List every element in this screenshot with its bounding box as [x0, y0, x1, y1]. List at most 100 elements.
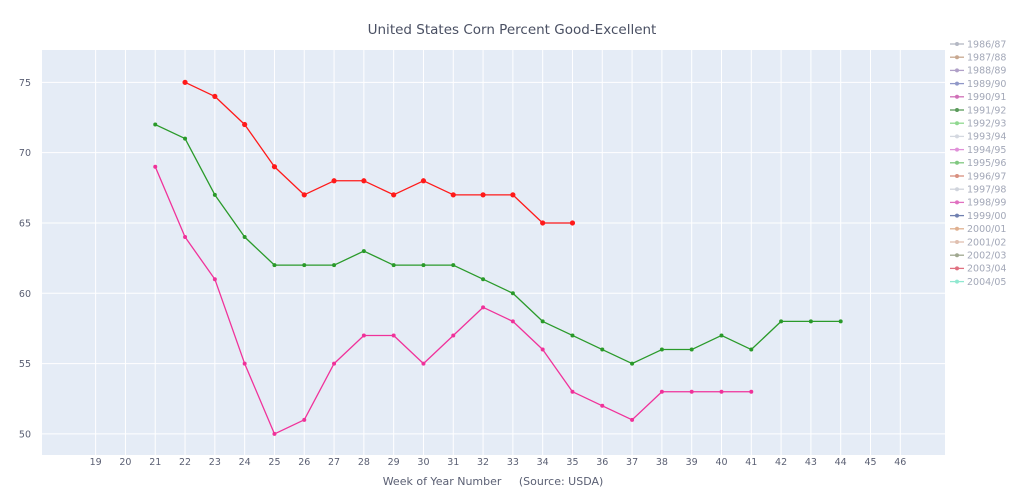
x-tick-label: 41	[745, 457, 757, 468]
x-axis-title: Week of Year Number (Source: USDA)	[383, 475, 604, 488]
data-point	[242, 361, 247, 366]
data-point	[451, 333, 456, 338]
y-tick-label: 75	[19, 78, 31, 89]
grid-lines	[42, 50, 945, 455]
legend-marker-swatch	[955, 94, 959, 99]
data-point	[540, 347, 545, 352]
data-point	[272, 263, 277, 268]
x-tick-label: 46	[894, 457, 906, 468]
y-tick-label: 60	[19, 289, 31, 300]
legend-item[interactable]: 1996/97	[950, 171, 1006, 182]
x-tick-label: 42	[775, 457, 787, 468]
data-point	[570, 389, 575, 394]
legend-item[interactable]: 1994/95	[950, 145, 1006, 156]
x-tick-label: 29	[388, 457, 400, 468]
y-axis-ticks: 50 55 60 65 70 75	[19, 78, 31, 441]
data-point	[779, 319, 784, 324]
legend-item[interactable]: 1987/88	[950, 53, 1006, 64]
data-point	[391, 263, 396, 268]
data-point	[421, 263, 426, 268]
legend-marker-swatch	[955, 213, 959, 218]
legend-item[interactable]: 2002/03	[950, 251, 1006, 262]
data-point	[630, 417, 635, 422]
y-tick-label: 55	[19, 359, 31, 370]
y-tick-label: 65	[19, 218, 31, 229]
data-point	[361, 249, 366, 254]
data-point	[570, 333, 575, 338]
legend-item[interactable]: 1989/90	[950, 79, 1006, 90]
data-point	[719, 333, 724, 338]
legend-label: 2003/04	[967, 264, 1006, 275]
legend-marker-swatch	[955, 200, 959, 205]
data-point	[272, 431, 277, 436]
x-tick-label: 39	[686, 457, 698, 468]
x-tick-label: 22	[179, 457, 191, 468]
legend-marker-swatch	[955, 266, 959, 271]
data-point	[481, 305, 486, 310]
series-line	[154, 123, 841, 365]
legend-item[interactable]: 2003/04	[950, 264, 1006, 275]
legend-label: 1996/97	[967, 171, 1006, 182]
data-point	[302, 417, 307, 422]
data-point	[659, 347, 664, 352]
legend-item[interactable]: 1999/00	[950, 211, 1006, 222]
data-point	[600, 347, 605, 352]
legend-item[interactable]: 2004/05	[950, 277, 1006, 288]
legend-marker-swatch	[955, 68, 959, 73]
y-tick-label: 50	[19, 429, 31, 440]
legend-item[interactable]: 1998/99	[950, 198, 1006, 209]
x-tick-label: 20	[119, 457, 131, 468]
legend-item[interactable]: 1995/96	[950, 158, 1006, 169]
legend[interactable]: 1986/87 1987/88 1988/89 1989/90 1990/91 1991/…	[950, 39, 1006, 288]
legend-item[interactable]: 1986/87	[950, 39, 1006, 50]
data-point	[689, 389, 694, 394]
x-tick-label: 45	[864, 457, 876, 468]
data-point	[182, 79, 188, 85]
legend-label: 1991/92	[967, 105, 1006, 116]
data-point	[450, 192, 456, 198]
data-point	[749, 389, 754, 394]
legend-marker-swatch	[955, 160, 959, 165]
series-line	[184, 81, 573, 224]
series-2	[153, 122, 843, 366]
data-point	[451, 263, 456, 268]
legend-item[interactable]: 2000/01	[950, 224, 1006, 235]
legend-label: 1989/90	[967, 79, 1006, 90]
legend-item[interactable]: 1993/94	[950, 132, 1006, 143]
legend-label: 1997/98	[967, 185, 1006, 196]
x-tick-label: 37	[626, 457, 638, 468]
data-point	[510, 319, 515, 324]
data-point	[600, 403, 605, 408]
x-tick-label: 44	[835, 457, 847, 468]
data-point	[689, 347, 694, 352]
x-tick-label: 27	[328, 457, 340, 468]
x-tick-label: 21	[149, 457, 161, 468]
x-tick-label: 19	[90, 457, 102, 468]
legend-label: 2001/02	[967, 237, 1006, 248]
x-tick-label: 36	[596, 457, 608, 468]
data-point	[212, 277, 217, 282]
legend-label: 1987/88	[967, 53, 1006, 64]
x-tick-label: 32	[477, 457, 489, 468]
legend-item[interactable]: 2001/02	[950, 237, 1006, 248]
legend-item[interactable]: 1992/93	[950, 119, 1006, 130]
data-point	[332, 263, 337, 268]
data-point	[421, 361, 426, 366]
legend-item[interactable]: 1991/92	[950, 105, 1006, 116]
legend-label: 1998/99	[967, 198, 1006, 209]
legend-item[interactable]: 1988/89	[950, 66, 1006, 77]
data-point	[332, 361, 337, 366]
legend-label: 2002/03	[967, 251, 1006, 262]
legend-label: 1992/93	[967, 119, 1006, 130]
data-point	[331, 178, 337, 184]
legend-marker-swatch	[955, 134, 959, 139]
legend-marker-swatch	[955, 226, 959, 231]
data-point	[153, 164, 158, 169]
legend-item[interactable]: 1990/91	[950, 92, 1006, 103]
legend-item[interactable]: 1997/98	[950, 185, 1006, 196]
legend-marker-swatch	[955, 187, 959, 192]
data-point	[540, 220, 546, 226]
data-point	[242, 235, 247, 240]
x-axis-ticks: 19 20 21 22 23 24 25 26 27 28 29 30 31 32 33 34 35 36 37 38…	[90, 457, 907, 468]
